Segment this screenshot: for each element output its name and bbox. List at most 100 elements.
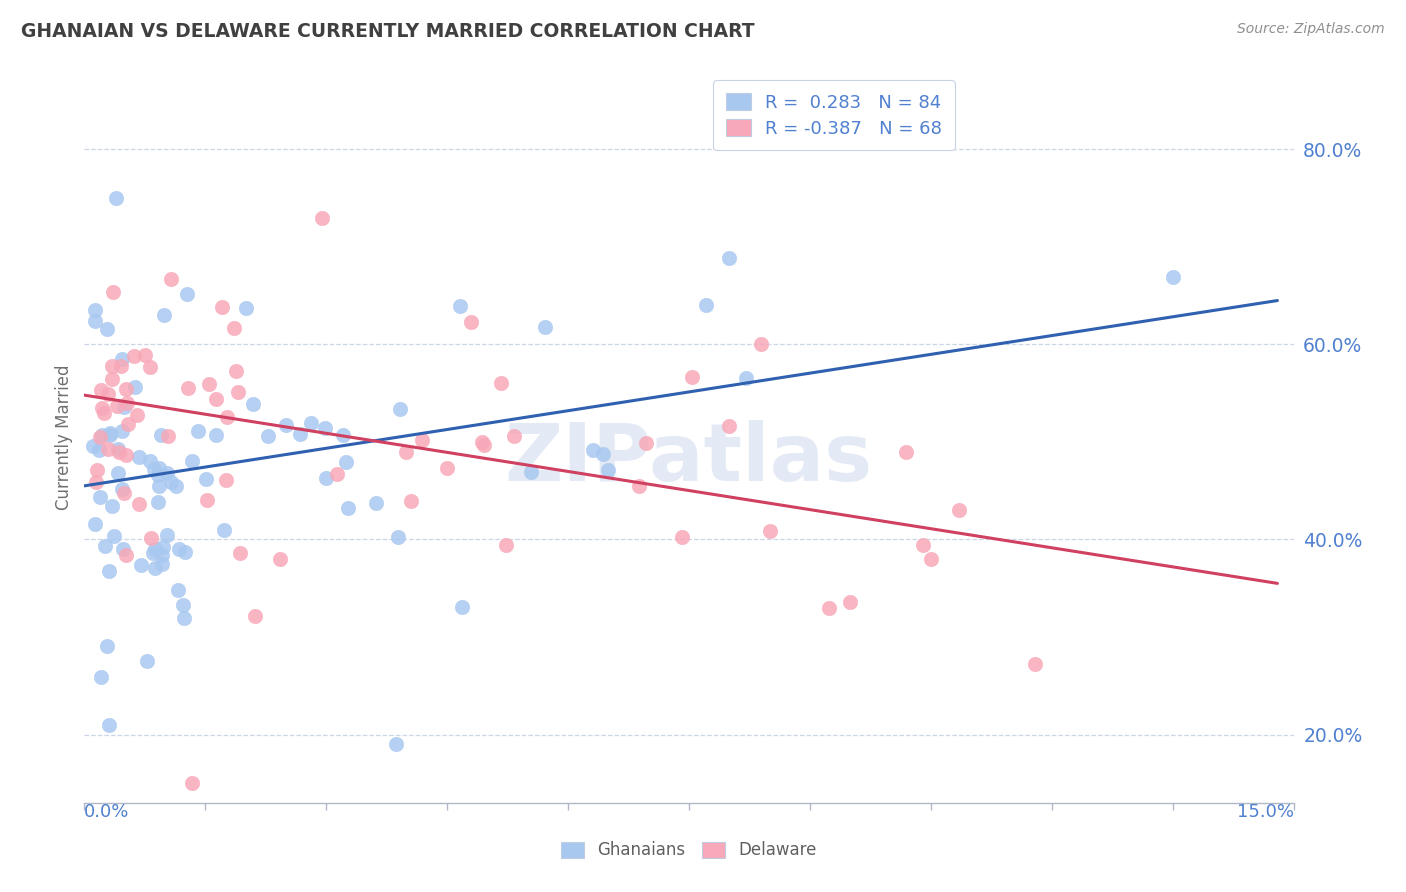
Point — [718, 251, 741, 265]
Point — [156, 528, 179, 542]
Point — [103, 529, 125, 543]
Point — [146, 495, 169, 509]
Point — [117, 417, 139, 432]
Point — [107, 466, 129, 480]
Point — [93, 539, 115, 553]
Point — [111, 425, 134, 439]
Point — [387, 530, 409, 544]
Point — [176, 287, 198, 301]
Point — [89, 490, 111, 504]
Point — [671, 531, 693, 545]
Point — [198, 377, 221, 392]
Point — [101, 499, 124, 513]
Point — [108, 445, 131, 459]
Point — [460, 315, 482, 329]
Point — [114, 448, 136, 462]
Point — [90, 383, 112, 397]
Point — [83, 516, 105, 531]
Point — [150, 427, 173, 442]
Point — [449, 299, 471, 313]
Point — [212, 523, 235, 537]
Point — [315, 471, 337, 485]
Point — [718, 419, 741, 434]
Point — [101, 285, 124, 299]
Point — [111, 351, 134, 366]
Point — [948, 503, 970, 517]
Point — [226, 385, 249, 400]
Point — [256, 429, 278, 443]
Point — [628, 479, 651, 493]
Point — [436, 461, 458, 475]
Point — [180, 776, 202, 790]
Point — [311, 211, 333, 225]
Point — [592, 447, 614, 461]
Point — [111, 482, 134, 496]
Point — [172, 599, 194, 613]
Point — [115, 382, 138, 396]
Point — [399, 493, 422, 508]
Point — [894, 445, 917, 459]
Point — [681, 370, 703, 384]
Point — [174, 545, 197, 559]
Point — [97, 718, 120, 732]
Point — [534, 320, 557, 334]
Point — [366, 495, 388, 509]
Point — [388, 402, 411, 417]
Point — [98, 428, 121, 442]
Point — [93, 406, 115, 420]
Point — [153, 308, 176, 322]
Point — [222, 321, 245, 335]
Point — [159, 475, 181, 490]
Point — [839, 595, 862, 609]
Point — [274, 418, 297, 433]
Point — [217, 409, 239, 424]
Point — [129, 558, 152, 572]
Point — [115, 548, 138, 562]
Point — [96, 387, 118, 401]
Point — [148, 479, 170, 493]
Point — [101, 372, 124, 386]
Point — [411, 434, 433, 448]
Point — [90, 670, 112, 684]
Point — [166, 582, 188, 597]
Point — [582, 443, 605, 458]
Point — [195, 493, 218, 508]
Point — [299, 417, 322, 431]
Point — [758, 524, 780, 538]
Point — [82, 440, 104, 454]
Point — [474, 438, 496, 452]
Point — [912, 538, 935, 552]
Point — [242, 397, 264, 411]
Point — [695, 298, 717, 312]
Point — [122, 349, 145, 363]
Point — [157, 428, 180, 442]
Point — [89, 443, 111, 458]
Point — [598, 463, 620, 477]
Text: 15.0%: 15.0% — [1236, 803, 1294, 821]
Point — [86, 475, 108, 489]
Point — [187, 424, 209, 438]
Point — [117, 395, 139, 409]
Point — [112, 400, 135, 414]
Point — [96, 640, 118, 654]
Point — [326, 467, 349, 481]
Point — [134, 348, 156, 362]
Text: ZIPatlas: ZIPatlas — [505, 420, 873, 498]
Point — [91, 401, 114, 415]
Point — [194, 472, 217, 486]
Point — [156, 466, 179, 480]
Point — [143, 561, 166, 575]
Point — [395, 445, 418, 459]
Point — [86, 463, 108, 477]
Point — [471, 434, 494, 449]
Point — [152, 540, 174, 554]
Point — [139, 359, 162, 374]
Point — [90, 428, 112, 442]
Point — [100, 359, 122, 373]
Point — [89, 430, 111, 444]
Point — [225, 364, 247, 378]
Point — [173, 611, 195, 625]
Point — [98, 425, 121, 440]
Text: Source: ZipAtlas.com: Source: ZipAtlas.com — [1237, 22, 1385, 37]
Point — [97, 564, 120, 578]
